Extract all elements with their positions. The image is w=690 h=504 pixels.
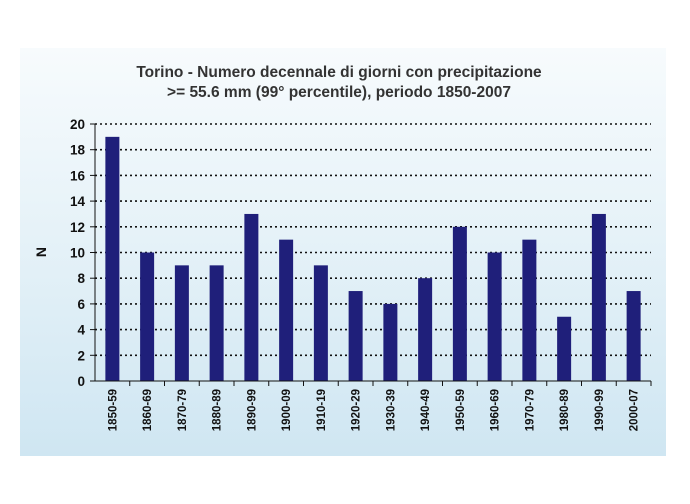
bar (140, 252, 155, 381)
y-tick-label: 8 (77, 271, 85, 286)
bar (244, 213, 259, 381)
x-tick-label: 1860-69 (142, 389, 154, 431)
y-tick-label: 2 (77, 348, 85, 363)
bar (591, 213, 606, 381)
bar (348, 291, 363, 381)
y-tick-label: 0 (77, 374, 85, 389)
x-tick-label: 1890-99 (246, 389, 258, 431)
axes (90, 123, 652, 386)
x-tick-label: 1990-99 (594, 389, 606, 431)
bar (313, 265, 328, 381)
y-tick-label: 6 (77, 297, 85, 312)
x-tick-labels: 1850-59 1860-69 1870-79 1880-89 1890-99 1900-… (107, 389, 640, 431)
x-tick-label: 1950-59 (455, 389, 467, 431)
bar (557, 316, 572, 381)
x-tick-label: 1930-39 (385, 389, 397, 431)
x-tick-label: 1980-89 (559, 389, 571, 431)
x-tick-label: 1920-29 (351, 389, 363, 431)
x-tick-label: 1910-19 (316, 389, 328, 431)
x-tick-label: 1940-49 (420, 389, 432, 431)
y-tick-labels: 0 2 4 6 8 10 12 14 16 18 20 (70, 117, 86, 389)
bar (383, 303, 398, 381)
x-tick-label: 2000-07 (629, 389, 641, 431)
y-tick-label: 10 (70, 246, 85, 261)
x-tick-label: 1970-79 (524, 389, 536, 431)
chart-panel (20, 48, 666, 456)
bar (452, 226, 467, 381)
x-tick-label: 1900-09 (281, 389, 293, 431)
y-axis-label: N (33, 247, 49, 257)
bar (105, 136, 120, 381)
y-tick-label: 4 (77, 323, 85, 338)
x-tick-label: 1880-89 (212, 389, 224, 431)
bar (487, 252, 502, 381)
bar (209, 265, 224, 381)
x-tick-label: 1870-79 (177, 389, 189, 431)
bar (418, 278, 433, 381)
bar (626, 291, 641, 381)
y-tick-label: 20 (70, 117, 85, 132)
y-tick-label: 18 (70, 143, 86, 158)
y-tick-label: 16 (70, 168, 86, 183)
chart-title: Torino - Numero decennale di giorni con … (136, 64, 542, 81)
x-tick-label: 1850-59 (107, 389, 119, 431)
y-tick-label: 12 (70, 220, 85, 235)
bars (105, 136, 641, 381)
bar (279, 239, 294, 381)
y-tick-label: 14 (70, 194, 86, 209)
x-tick-label: 1960-69 (490, 389, 502, 431)
chart-subtitle: >= 55.6 mm (99° percentile), periodo 185… (167, 84, 511, 101)
bar (174, 265, 189, 381)
bar (522, 239, 537, 381)
